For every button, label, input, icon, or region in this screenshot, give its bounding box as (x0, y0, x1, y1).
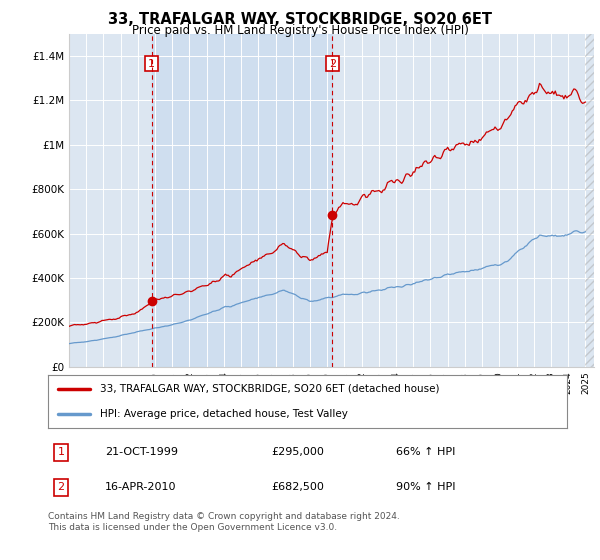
Text: 90% ↑ HPI: 90% ↑ HPI (396, 482, 455, 492)
Text: 1: 1 (58, 447, 64, 457)
Text: 2: 2 (329, 59, 336, 68)
Bar (586, 34, 594, 367)
Text: 16-APR-2010: 16-APR-2010 (105, 482, 176, 492)
Text: Price paid vs. HM Land Registry's House Price Index (HPI): Price paid vs. HM Land Registry's House … (131, 24, 469, 37)
Text: 66% ↑ HPI: 66% ↑ HPI (396, 447, 455, 457)
Text: HPI: Average price, detached house, Test Valley: HPI: Average price, detached house, Test… (100, 408, 348, 418)
Bar (152, 34, 332, 367)
Text: 33, TRAFALGAR WAY, STOCKBRIDGE, SO20 6ET (detached house): 33, TRAFALGAR WAY, STOCKBRIDGE, SO20 6ET… (100, 384, 439, 394)
Text: 21-OCT-1999: 21-OCT-1999 (105, 447, 178, 457)
Text: £682,500: £682,500 (271, 482, 324, 492)
Text: 1: 1 (148, 59, 155, 68)
Text: £295,000: £295,000 (271, 447, 324, 457)
Text: 33, TRAFALGAR WAY, STOCKBRIDGE, SO20 6ET: 33, TRAFALGAR WAY, STOCKBRIDGE, SO20 6ET (108, 12, 492, 27)
Text: 2: 2 (58, 482, 65, 492)
Text: Contains HM Land Registry data © Crown copyright and database right 2024.
This d: Contains HM Land Registry data © Crown c… (48, 512, 400, 532)
